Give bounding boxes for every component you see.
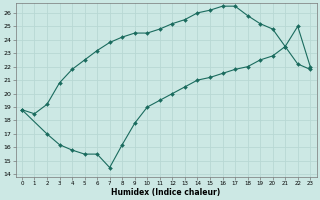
X-axis label: Humidex (Indice chaleur): Humidex (Indice chaleur) bbox=[111, 188, 221, 197]
